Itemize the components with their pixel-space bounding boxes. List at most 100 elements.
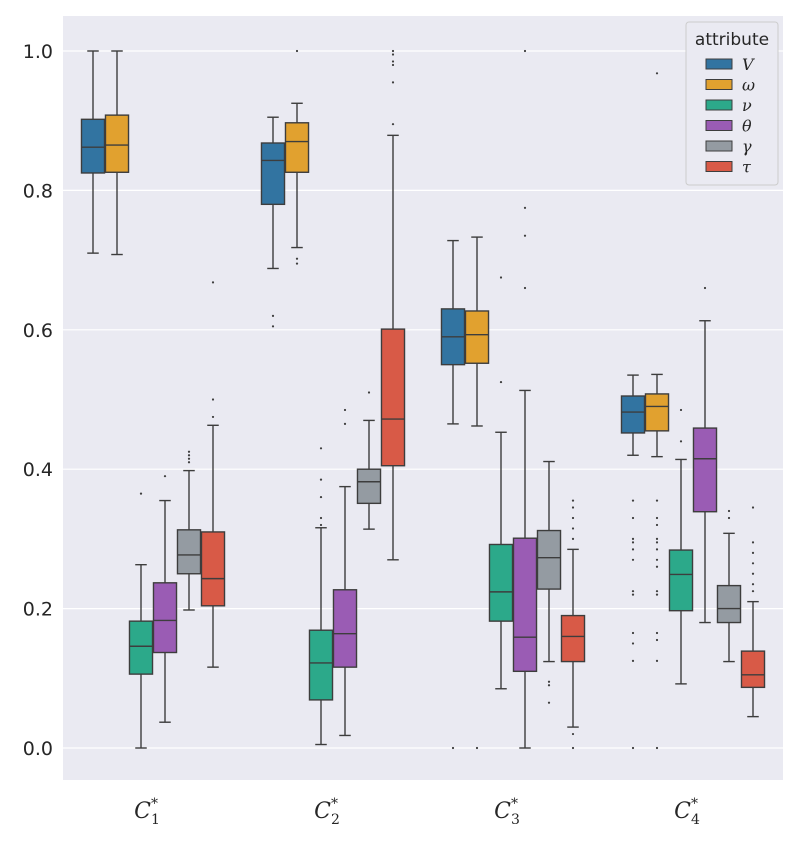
outlier-point bbox=[211, 415, 215, 419]
outlier-point bbox=[187, 457, 191, 460]
box-iqr bbox=[560, 614, 586, 663]
box-iqr bbox=[260, 142, 286, 206]
outlier-point bbox=[547, 684, 551, 687]
box-iqr bbox=[380, 328, 406, 467]
legend-label: ν bbox=[742, 96, 752, 115]
outlier-point bbox=[655, 548, 659, 551]
box-iqr bbox=[200, 531, 226, 607]
outlier-point bbox=[547, 680, 551, 683]
outlier-point bbox=[523, 234, 527, 237]
box-0-3 bbox=[620, 374, 646, 750]
box-5-1 bbox=[380, 49, 406, 561]
outlier-point bbox=[499, 380, 503, 384]
x-tick-label: C* 1 bbox=[134, 796, 160, 828]
outlier-point bbox=[679, 440, 683, 443]
outlier-point bbox=[655, 72, 659, 75]
x-tick-label: C* 3 bbox=[494, 796, 520, 828]
legend-swatch bbox=[705, 120, 733, 131]
outlier-point bbox=[655, 593, 659, 596]
box-1-1 bbox=[284, 49, 310, 265]
outlier-point bbox=[631, 516, 635, 520]
outlier-point bbox=[631, 541, 635, 544]
box-3-3 bbox=[692, 286, 718, 624]
outlier-point bbox=[655, 558, 659, 561]
outlier-point bbox=[751, 551, 755, 554]
box-iqr bbox=[308, 629, 334, 701]
outlier-point bbox=[367, 391, 371, 394]
box-iqr bbox=[356, 468, 382, 505]
box-iqr bbox=[104, 114, 130, 173]
y-tick-label: 0.2 bbox=[23, 599, 53, 621]
outlier-point bbox=[343, 422, 347, 425]
outlier-point bbox=[319, 478, 323, 481]
outlier-point bbox=[211, 398, 215, 401]
x-axis: C* 1 C* 2 C* 3 C* 4 bbox=[134, 796, 700, 828]
box-iqr bbox=[488, 543, 514, 622]
y-tick-label: 1.0 bbox=[23, 41, 53, 63]
outlier-point bbox=[751, 506, 755, 509]
outlier-point bbox=[655, 631, 659, 635]
outlier-point bbox=[211, 281, 215, 284]
outlier-point bbox=[751, 583, 755, 586]
outlier-point bbox=[631, 659, 635, 662]
outlier-point bbox=[727, 516, 731, 520]
box-1-0 bbox=[104, 50, 130, 256]
outlier-point bbox=[679, 408, 683, 412]
plot-area bbox=[63, 16, 783, 780]
box-0-2 bbox=[440, 239, 466, 750]
outlier-point bbox=[655, 590, 659, 593]
box-4-1 bbox=[356, 391, 382, 530]
outlier-point bbox=[391, 53, 395, 56]
box-3-2 bbox=[512, 49, 538, 749]
box-2-2 bbox=[488, 276, 514, 690]
box-4-2 bbox=[536, 460, 562, 704]
outlier-point bbox=[499, 276, 503, 279]
outlier-point bbox=[571, 732, 575, 736]
outlier-point bbox=[655, 499, 659, 502]
box-0-0 bbox=[80, 50, 106, 254]
y-axis: 0.0 0.2 0.4 0.6 0.8 1.0 bbox=[23, 41, 53, 760]
box-1-2 bbox=[464, 236, 490, 750]
box-series bbox=[80, 49, 766, 750]
outlier-point bbox=[703, 286, 707, 290]
box-iqr bbox=[128, 620, 154, 675]
box-2-1 bbox=[308, 447, 334, 746]
legend-swatch bbox=[705, 99, 733, 111]
outlier-point bbox=[631, 537, 635, 541]
outlier-point bbox=[319, 495, 323, 499]
outlier-point bbox=[571, 746, 575, 750]
outlier-point bbox=[163, 475, 167, 478]
legend-label: ω bbox=[742, 76, 755, 95]
outlier-point bbox=[187, 454, 191, 457]
box-iqr bbox=[740, 650, 766, 689]
legend-swatch bbox=[705, 79, 733, 90]
outlier-point bbox=[751, 562, 755, 565]
outlier-point bbox=[631, 746, 635, 750]
outlier-point bbox=[391, 49, 395, 53]
outlier-point bbox=[631, 499, 635, 502]
outlier-point bbox=[631, 642, 635, 645]
outlier-point bbox=[571, 527, 575, 530]
legend-label: τ bbox=[742, 158, 752, 177]
outlier-point bbox=[523, 206, 527, 209]
outlier-point bbox=[187, 450, 191, 453]
box-iqr bbox=[536, 529, 562, 590]
outlier-point bbox=[751, 590, 755, 593]
outlier-point bbox=[547, 701, 551, 704]
box-iqr bbox=[644, 393, 670, 432]
outlier-point bbox=[391, 63, 395, 67]
legend-swatch bbox=[705, 161, 733, 172]
box-0-1 bbox=[260, 116, 286, 328]
outlier-point bbox=[271, 314, 275, 317]
outlier-point bbox=[631, 590, 635, 593]
outlier-point bbox=[571, 499, 575, 502]
gridlines bbox=[63, 50, 783, 749]
outlier-point bbox=[523, 286, 527, 290]
y-tick-label: 0.0 bbox=[23, 738, 53, 760]
x-tick-label: C* 4 bbox=[674, 796, 700, 828]
outlier-point bbox=[571, 537, 575, 541]
outlier-point bbox=[139, 492, 143, 495]
box-iqr bbox=[692, 427, 718, 513]
